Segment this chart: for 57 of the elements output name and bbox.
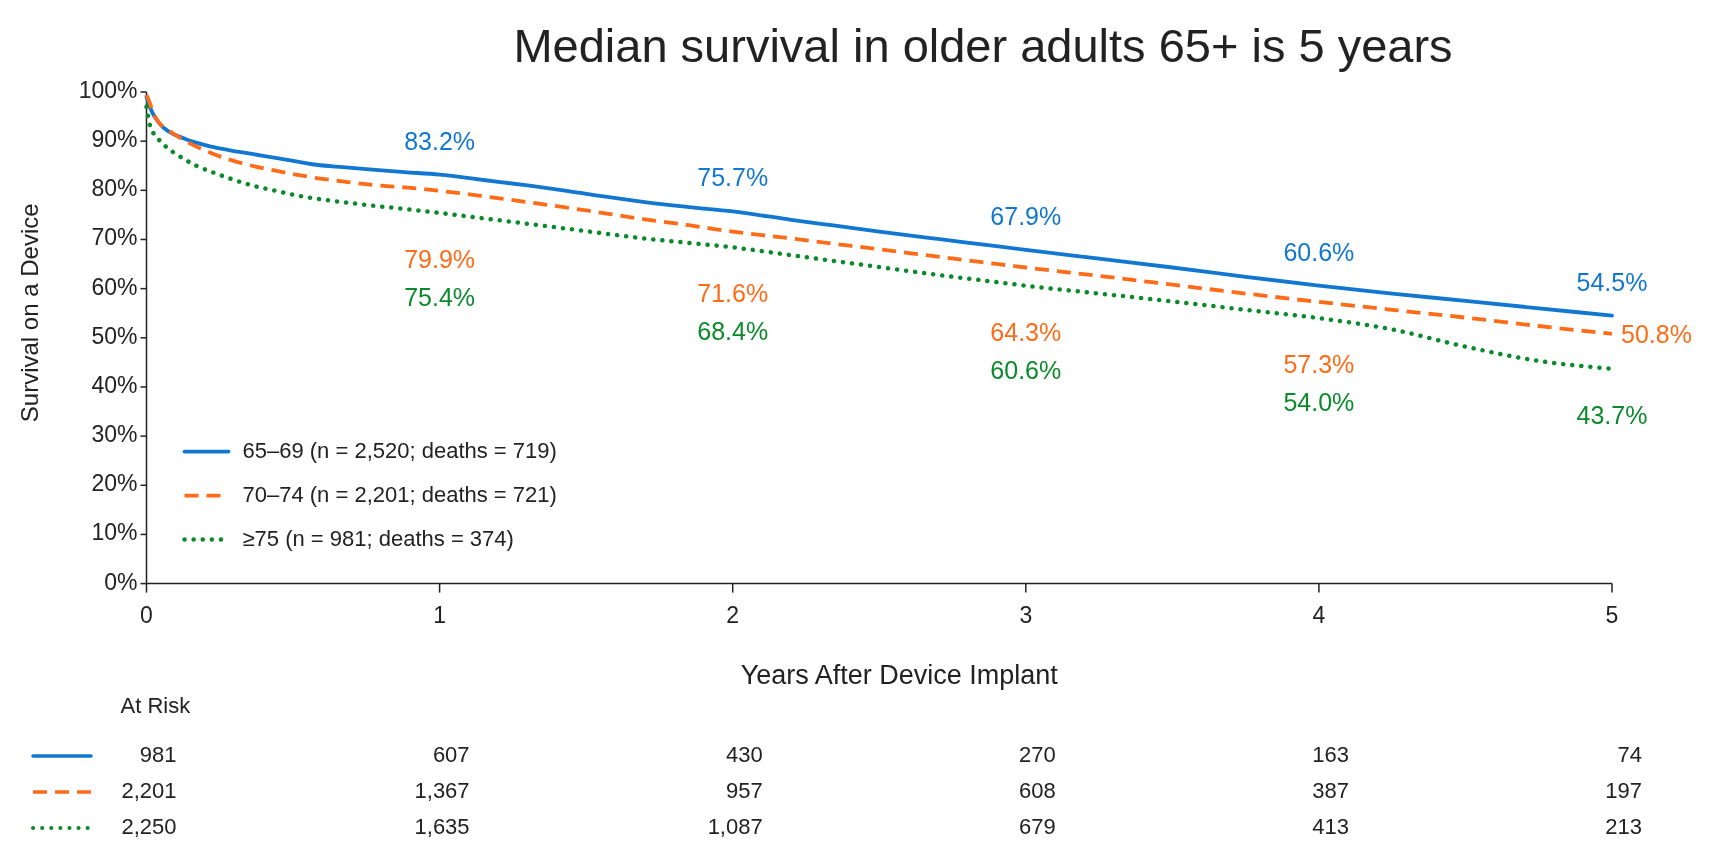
data-label: 43.7% xyxy=(1576,400,1648,429)
data-label: 64.3% xyxy=(990,317,1062,346)
y-tick-label: 90% xyxy=(91,126,138,153)
legend-label: 65–69 (n = 2,520; deaths = 719) xyxy=(242,437,557,463)
data-label: 60.6% xyxy=(990,355,1062,384)
text: 1,635 xyxy=(414,813,470,839)
y-tick-label: 40% xyxy=(91,372,138,399)
text: 608 xyxy=(1019,777,1056,803)
text: 1,087 xyxy=(707,813,763,839)
text: At Risk xyxy=(120,692,192,718)
data-label: 71.6% xyxy=(697,278,769,307)
data-label: 75.7% xyxy=(697,163,769,192)
legend-label: 70–74 (n = 2,201; deaths = 721) xyxy=(242,481,557,507)
y-tick-label: 30% xyxy=(91,421,138,448)
y-tick-label: 20% xyxy=(91,470,138,497)
data-label: 54.0% xyxy=(1283,387,1355,416)
text: 197 xyxy=(1605,777,1642,803)
y-tick-label: 70% xyxy=(91,224,138,251)
x-axis-title: Years After Device Implant xyxy=(740,659,1059,690)
x-tick-label: 2 xyxy=(726,601,740,628)
x-tick-label: 0 xyxy=(140,601,153,628)
y-tick-label: 100% xyxy=(78,77,138,104)
text: 2,201 xyxy=(121,777,177,803)
y-tick-label: 50% xyxy=(91,322,138,349)
text: 413 xyxy=(1312,813,1349,839)
text: 270 xyxy=(1019,741,1056,767)
text: 607 xyxy=(432,741,470,767)
legend-label: ≥75 (n = 981; deaths = 374) xyxy=(242,525,514,551)
x-tick-label: 3 xyxy=(1019,601,1033,628)
data-label: 75.4% xyxy=(404,282,476,311)
data-label: 68.4% xyxy=(697,316,769,345)
y-axis-title: Survival on a Device xyxy=(16,203,44,423)
text: 2,250 xyxy=(121,813,177,839)
text: 1,367 xyxy=(414,777,470,803)
text: 957 xyxy=(725,777,763,803)
y-tick-label: 60% xyxy=(91,273,138,300)
x-tick-label: 1 xyxy=(433,601,446,628)
text: 387 xyxy=(1312,777,1349,803)
y-tick-label: 80% xyxy=(91,175,138,202)
text: 163 xyxy=(1312,741,1349,767)
text: 679 xyxy=(1019,813,1056,839)
text: 430 xyxy=(725,741,763,767)
x-tick-label: 5 xyxy=(1605,601,1619,628)
data-label: 83.2% xyxy=(404,126,476,155)
chart-title: Median survival in older adults 65+ is 5 years xyxy=(513,19,1453,73)
y-tick-label: 10% xyxy=(91,519,138,546)
data-label: 60.6% xyxy=(1283,237,1355,266)
data-label: 50.8% xyxy=(1621,319,1692,348)
data-label: 79.9% xyxy=(404,244,476,273)
data-label: 54.5% xyxy=(1576,267,1648,296)
x-tick-label: 4 xyxy=(1312,601,1326,628)
data-label: 67.9% xyxy=(990,201,1062,230)
text: 74 xyxy=(1617,741,1642,767)
y-tick-label: 0% xyxy=(104,568,138,595)
data-label: 57.3% xyxy=(1283,349,1355,378)
text: 213 xyxy=(1605,813,1642,839)
text: 981 xyxy=(139,741,177,767)
